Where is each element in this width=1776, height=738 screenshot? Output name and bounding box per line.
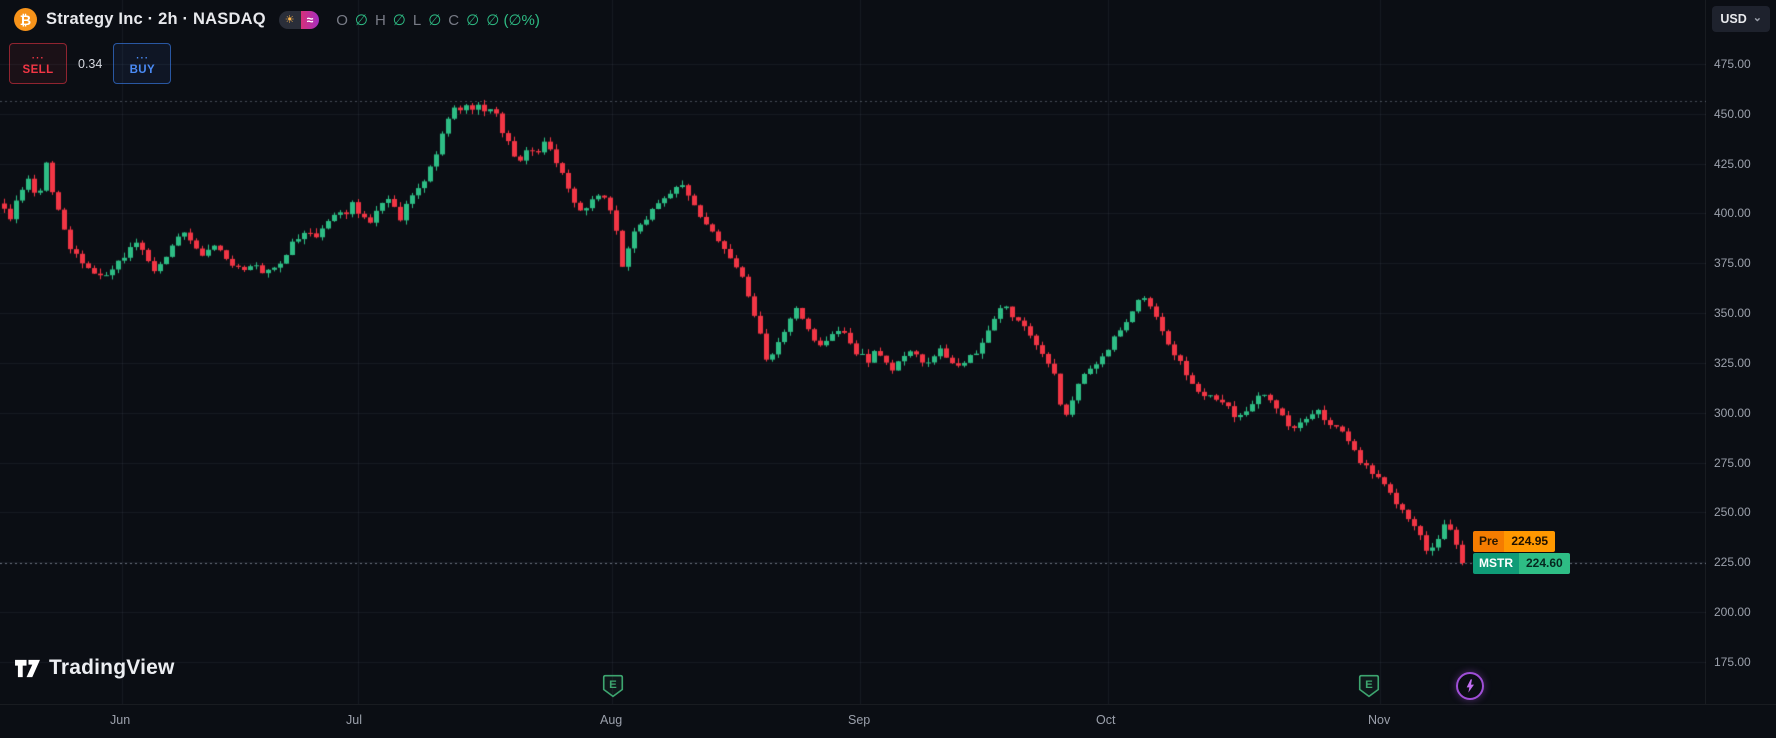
sell-button-label: SELL — [22, 64, 54, 77]
earnings-letter: E — [609, 679, 617, 691]
trade-panel: ⋯ SELL 0.34 ⋯ BUY — [9, 43, 172, 84]
sun-badge-icon[interactable]: ☀ — [278, 10, 301, 29]
price-tick-label: 375.00 — [1714, 256, 1751, 271]
buy-button[interactable]: ⋯ BUY — [113, 43, 172, 84]
chevron-down-icon: ⌄ — [1752, 11, 1762, 24]
time-tick-label: Oct — [1096, 713, 1116, 727]
symbol-legend: ₿ Strategy Inc · 2h · NASDAQ ☀ ≈ O ∅ H ∅ L… — [14, 8, 540, 31]
price-tick-label: 450.00 — [1714, 106, 1751, 121]
currency-selector[interactable]: USD ⌄ — [1712, 6, 1770, 32]
symbol-price-label: MSTR 224.60 — [1473, 553, 1570, 574]
earnings-marker-icon[interactable]: E — [1358, 674, 1380, 698]
flash-lightning-icon[interactable] — [1456, 672, 1484, 700]
earnings-marker-icon[interactable]: E — [602, 674, 624, 698]
time-tick-label: Nov — [1368, 713, 1391, 727]
open-value: ∅ — [354, 11, 368, 29]
tradingview-watermark[interactable]: TradingView — [14, 656, 175, 680]
low-value: ∅ — [428, 11, 442, 29]
time-tick-label: Aug — [600, 713, 623, 727]
high-label: H — [374, 11, 386, 29]
price-tick-label: 200.00 — [1714, 605, 1751, 620]
premarket-tag: Pre — [1473, 531, 1505, 552]
premarket-price-label: Pre 224.95 — [1473, 531, 1556, 552]
price-tick-label: 225.00 — [1714, 555, 1751, 570]
high-value: ∅ — [392, 11, 406, 29]
price-tick-label: 400.00 — [1714, 206, 1751, 221]
symbol-logo-icon: ₿ — [14, 8, 37, 31]
premarket-value: 224.95 — [1504, 531, 1556, 552]
price-tick-label: 475.00 — [1714, 57, 1751, 71]
spread-value: 0.34 — [78, 56, 103, 71]
currency-label: USD — [1720, 12, 1747, 26]
price-tick-label: 275.00 — [1714, 455, 1751, 470]
price-tick-label: 250.00 — [1714, 505, 1751, 520]
buy-price: ⋯ — [135, 49, 150, 65]
time-tick-label: Jun — [110, 713, 131, 727]
symbol-tag: MSTR — [1473, 553, 1519, 574]
close-label: C — [448, 11, 460, 29]
change-value: ∅ (∅%) — [486, 11, 540, 29]
buy-button-label: BUY — [129, 64, 156, 77]
time-tick-label: Jul — [346, 713, 362, 727]
low-label: L — [412, 11, 422, 29]
symbol-value: 224.60 — [1519, 553, 1570, 574]
price-tick-label: 350.00 — [1714, 306, 1751, 321]
wave-badge-icon[interactable]: ≈ — [300, 10, 320, 29]
sell-price: ⋯ — [31, 49, 45, 65]
ohlc-readout: O ∅ H ∅ L ∅ C ∅ ∅ (∅%) — [336, 11, 540, 29]
candlestick-chart[interactable] — [0, 0, 1706, 704]
earnings-letter: E — [1365, 679, 1373, 691]
open-label: O — [336, 11, 348, 29]
symbol-title[interactable]: Strategy Inc · 2h · NASDAQ — [46, 10, 266, 28]
price-tick-label: 425.00 — [1714, 156, 1751, 171]
sell-button[interactable]: ⋯ SELL — [9, 43, 67, 84]
tradingview-wordmark: TradingView — [49, 656, 175, 679]
close-value: ∅ — [466, 11, 480, 29]
price-axis[interactable]: 475.00 450.00 425.00 400.00 375.00 350.00 325.… — [1705, 0, 1776, 704]
price-tick-label: 325.00 — [1714, 355, 1751, 370]
tradingview-logo-icon — [15, 659, 40, 677]
time-tick-label: Sep — [848, 713, 871, 727]
price-tick-label: 175.00 — [1714, 654, 1751, 669]
price-tick-label: 300.00 — [1714, 405, 1751, 420]
legend-badges: ☀ ≈ — [278, 10, 320, 29]
